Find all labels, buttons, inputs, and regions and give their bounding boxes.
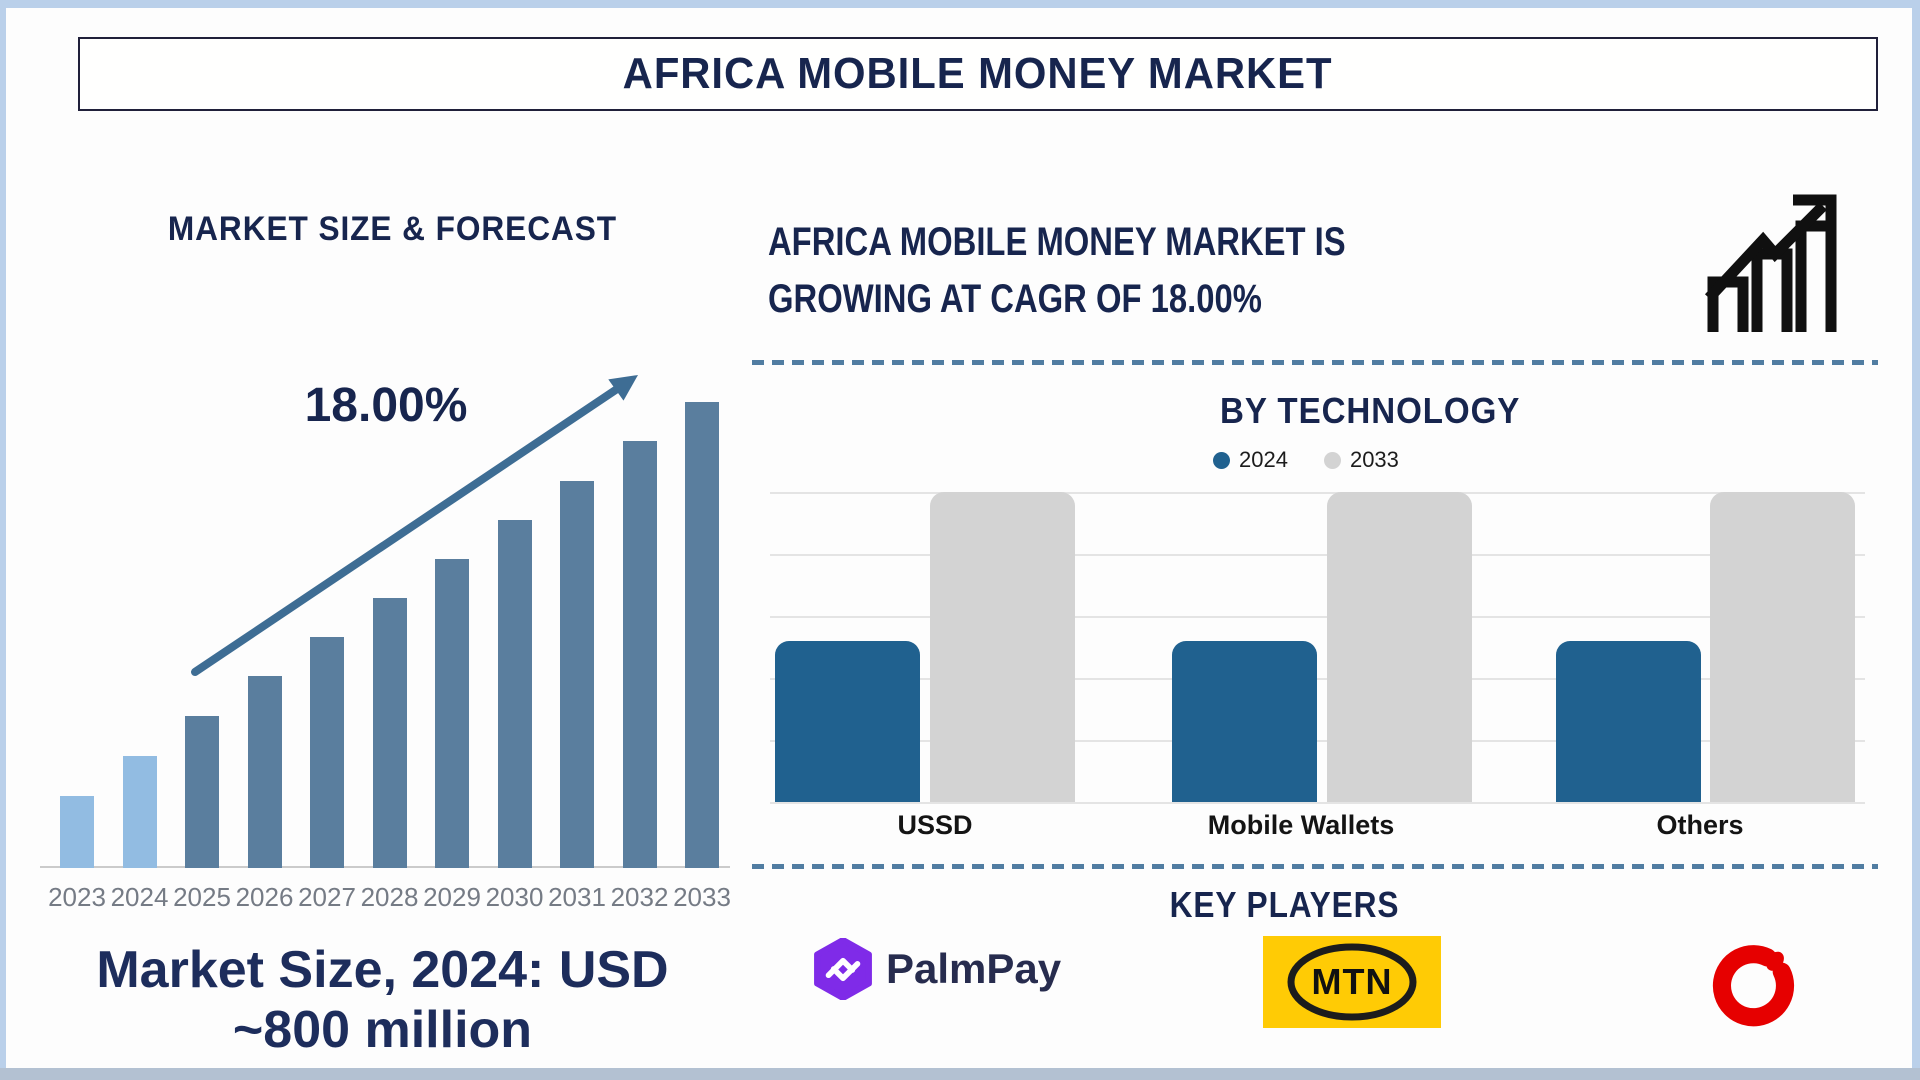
tech-category-label: Mobile Wallets bbox=[1207, 810, 1395, 840]
forecast-year-label: 2029 bbox=[423, 882, 481, 912]
tech-bar-2024-1 bbox=[1172, 640, 1317, 802]
mtn-label: MTN bbox=[1311, 961, 1393, 1002]
legend-dot-2024 bbox=[1213, 451, 1230, 469]
tech-gridline bbox=[770, 740, 1865, 742]
market-size-note-line1: Market Size, 2024: USD bbox=[96, 941, 669, 999]
tech-bar-2033-2 bbox=[1710, 492, 1855, 802]
market-size-forecast-heading: MARKET SIZE & FORECAST bbox=[167, 210, 618, 248]
mtn-logo: MTN bbox=[1263, 936, 1441, 1028]
tech-bar-2024-2 bbox=[1556, 640, 1701, 802]
market-size-note: Market Size, 2024: USD ~800 million bbox=[70, 940, 695, 1060]
forecast-year-label: 2023 bbox=[48, 882, 106, 912]
palmpay-label: PalmPay bbox=[886, 945, 1062, 992]
forecast-year-label: 2025 bbox=[173, 882, 231, 912]
legend-item-2024: 2024 bbox=[1213, 447, 1288, 473]
legend-label-2033: 2033 bbox=[1349, 447, 1399, 472]
dashed-divider-bottom bbox=[752, 864, 1878, 869]
tech-gridline bbox=[770, 554, 1865, 556]
forecast-year-label: 2032 bbox=[610, 882, 669, 912]
forecast-bar-2033 bbox=[685, 402, 719, 868]
palmpay-logo: PalmPay bbox=[812, 938, 1061, 1000]
palmpay-icon bbox=[814, 938, 872, 1000]
mtn-ellipse-icon bbox=[1287, 943, 1417, 1021]
legend-dot-2033 bbox=[1323, 451, 1341, 469]
forecast-bar-2028 bbox=[372, 598, 407, 868]
tech-gridline bbox=[770, 616, 1865, 618]
tech-gridline bbox=[770, 678, 1865, 680]
dashed-divider-top bbox=[752, 360, 1878, 365]
cagr-headline-line2: GROWING AT CAGR OF 18.00% bbox=[768, 277, 1262, 321]
forecast-bar-2023 bbox=[60, 796, 94, 868]
tech-bar-2033-0 bbox=[930, 492, 1075, 802]
tech-category-label: Others bbox=[1656, 810, 1744, 840]
forecast-year-label: 2028 bbox=[360, 882, 419, 912]
key-players-heading: KEY PLAYERS bbox=[1170, 884, 1400, 925]
page-title: AFRICA MOBILE MONEY MARKET bbox=[623, 49, 1333, 98]
frame-bottom bbox=[0, 1068, 1920, 1080]
forecast-bar-2024 bbox=[122, 756, 157, 868]
tech-bar-2033-1 bbox=[1327, 492, 1472, 802]
frame-left bbox=[0, 0, 6, 1080]
forecast-bar-2029 bbox=[435, 559, 469, 868]
growth-arrow-icon bbox=[191, 375, 638, 676]
forecast-bar-2026 bbox=[247, 676, 282, 868]
forecast-bar-2032 bbox=[622, 441, 657, 868]
forecast-year-label: 2033 bbox=[673, 882, 731, 912]
frame-top bbox=[0, 0, 1920, 8]
forecast-bar-2030 bbox=[497, 520, 532, 868]
forecast-year-label: 2027 bbox=[298, 882, 356, 912]
vodafone-icon bbox=[1712, 945, 1795, 1027]
legend-item-2033: 2033 bbox=[1323, 447, 1399, 473]
tech-category-label: USSD bbox=[897, 810, 973, 840]
frame-right bbox=[1912, 0, 1920, 1080]
cagr-annotation: 18.00% bbox=[304, 379, 468, 432]
market-size-note-line2: ~800 million bbox=[232, 1001, 533, 1059]
forecast-bar-2027 bbox=[310, 637, 344, 868]
tech-bar-2024-0 bbox=[775, 640, 920, 802]
forecast-year-label: 2030 bbox=[485, 882, 544, 912]
forecast-year-label: 2031 bbox=[548, 882, 606, 912]
forecast-bar-2031 bbox=[560, 481, 594, 868]
forecast-year-label: 2024 bbox=[110, 882, 169, 912]
tech-gridline bbox=[770, 802, 1865, 804]
tech-gridline bbox=[770, 492, 1865, 494]
forecast-year-label: 2026 bbox=[235, 882, 294, 912]
growth-chart-icon bbox=[1704, 194, 1837, 332]
legend-label-2024: 2024 bbox=[1239, 447, 1288, 472]
title-banner: AFRICA MOBILE MONEY MARKET bbox=[78, 37, 1878, 111]
technology-legend: 2024 2033 bbox=[1213, 447, 1399, 473]
cagr-headline: AFRICA MOBILE MONEY MARKET IS GROWING AT… bbox=[768, 214, 1472, 328]
by-technology-heading: BY TECHNOLOGY bbox=[1219, 390, 1521, 431]
cagr-headline-line1: AFRICA MOBILE MONEY MARKET IS bbox=[768, 220, 1346, 264]
forecast-bar-2025 bbox=[185, 716, 219, 868]
